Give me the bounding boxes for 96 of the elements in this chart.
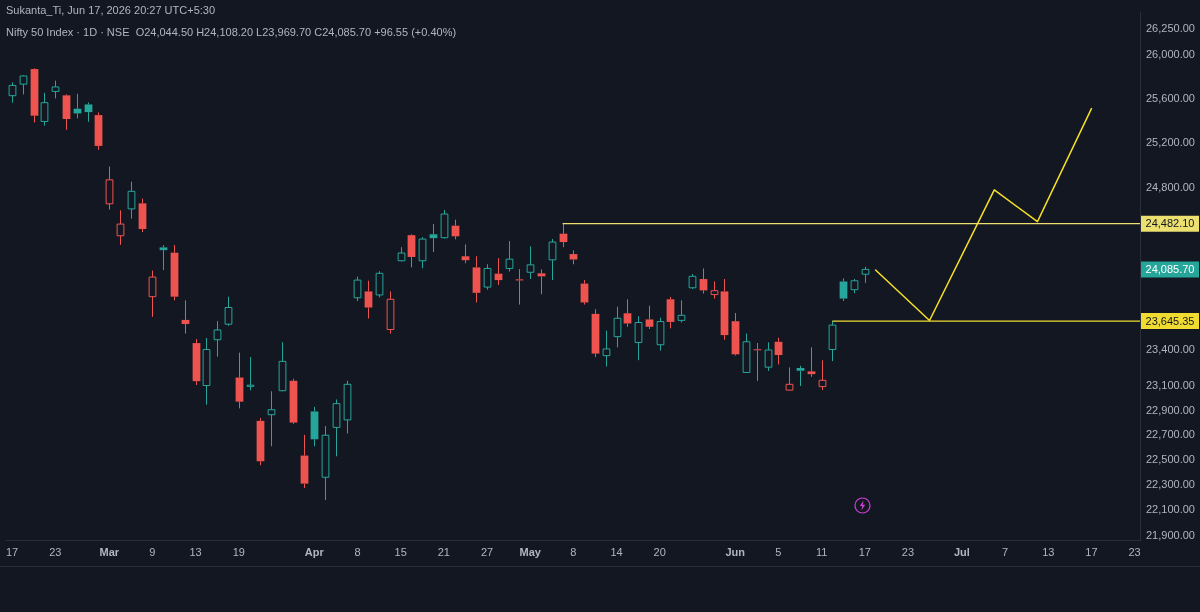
x-tick-label: 15 [394,546,407,559]
candlestick [321,425,330,501]
candlestick [30,69,39,123]
text: O24,044.50 H24,108.20 L23,969.70 C24,085.70 +96.55 (+0.40%) [135,26,457,38]
x-tick-label: Jun [725,546,746,559]
candlestick [310,406,319,447]
x-tick-label: May [519,546,542,559]
annotation: Sukanta_Ti, Jun 17, 2026 20:27 UTC+5:30 [6,4,216,16]
x-tick-label: 5 [775,546,782,559]
x-tick-label: 8 [570,546,577,559]
candlestick [40,92,49,127]
y-tick-label: 23,100.00 [1146,379,1195,392]
candlestick [645,305,654,330]
ref-line-label: 24,482.10 [1145,217,1195,230]
x-tick-label: 23 [901,546,915,559]
candlestick [213,320,222,358]
x-tick-label: 17 [5,546,19,559]
candlestick [105,166,114,211]
candlestick [764,341,773,372]
candlestick [807,346,816,378]
text: Nifty 50 Index · 1D · NSE [6,26,130,38]
x-tick-label: 13 [189,546,202,559]
candlestick [224,296,233,327]
y-tick-label: 26,250.00 [1146,21,1195,34]
candlestick [289,378,298,423]
y-tick-label: 22,300.00 [1146,478,1195,491]
y-tick-label: 23,400.00 [1146,343,1195,356]
candlestick [861,266,870,284]
x-tick-label: 17 [858,546,871,559]
x-tick-label: 13 [1042,546,1055,559]
candlestick [591,308,600,358]
x-tick-label: Mar [99,546,120,559]
candlestick [656,317,665,352]
y-tick-label: 22,900.00 [1146,403,1195,416]
x-tick-label: Apr [304,546,325,559]
ref-line-label: 23,645.35 [1145,314,1195,327]
candlestick [796,365,805,387]
candlestick [472,255,481,303]
candlestick [688,273,697,289]
x-tick-label: 23 [1128,546,1141,559]
candlestick [386,290,395,335]
candlestick [526,245,535,280]
candlestick [461,243,470,264]
x-tick-label: 8 [354,546,361,559]
y-tick-label: 24,800.00 [1146,180,1195,193]
candlestick [148,270,157,318]
candlestick [127,181,136,220]
candlestick [818,359,827,391]
x-tick-label: 14 [610,546,623,559]
candlestick [116,209,125,246]
y-tick-label: 21,900.00 [1146,528,1195,541]
candlestick [278,341,287,392]
candlestick [300,434,309,489]
candlestick [569,249,578,265]
candlestick [429,223,438,253]
candlestick [170,244,179,301]
candlestick [246,356,255,391]
candlestick [332,398,341,457]
candlestick [202,337,211,406]
candlestick [84,101,93,123]
candlestick [677,299,686,324]
candlestick [407,235,416,268]
x-tick-label: 11 [815,546,828,559]
y-tick-label: 25,200.00 [1146,135,1195,148]
y-tick-label: 22,700.00 [1146,428,1195,441]
x-tick-label: 7 [1002,546,1009,559]
candlestick [267,390,276,447]
candlestick [192,338,201,386]
candlestick [8,81,17,104]
candlestick [548,238,557,281]
text: 24,085.70 [1145,262,1195,275]
candlestick [602,330,611,367]
candlestick [343,380,352,435]
x-tick-label: 20 [653,546,666,559]
x-tick-label: 17 [1085,546,1098,559]
candlestick [710,280,719,300]
y-tick-label: 25,600.00 [1146,91,1195,104]
x-tick-label: 19 [232,546,245,559]
x-tick-label: 21 [437,546,450,559]
y-tick-label: 22,500.00 [1146,453,1195,466]
y-tick-label: 22,100.00 [1146,503,1195,516]
candlestick [505,240,514,273]
y-tick-label: 26,000.00 [1146,48,1195,61]
candlestick [731,312,740,355]
candlestick [634,315,643,361]
x-tick-label: 23 [49,546,62,559]
x-tick-label: Jul [953,546,970,559]
candlestick [94,111,103,151]
candlestick [159,244,168,271]
candlestick [364,280,373,319]
x-tick-label: 9 [149,546,156,559]
candlestick [720,278,729,341]
candlestick [613,306,622,348]
candlestick [62,95,71,131]
x-tick-label: 27 [480,546,494,559]
candlestick [785,366,794,391]
